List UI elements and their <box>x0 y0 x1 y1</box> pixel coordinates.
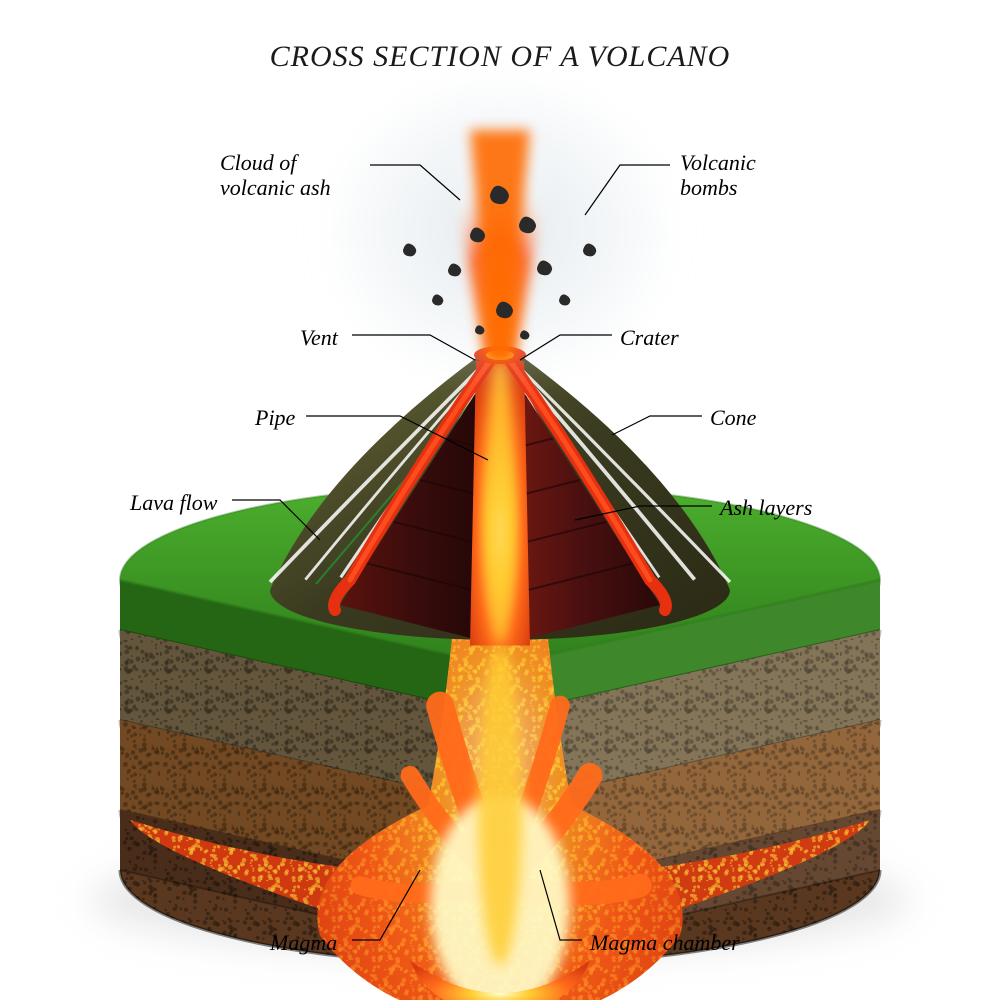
label-crater: Crater <box>620 325 679 350</box>
diagram-stage: CROSS SECTION OF A VOLCANO Cloud of volc… <box>0 0 1000 1000</box>
label-vent: Vent <box>300 325 338 350</box>
label-cone: Cone <box>710 405 756 430</box>
label-lava-flow: Lava flow <box>130 490 217 515</box>
label-ash-layers: Ash layers <box>720 495 812 520</box>
label-magma-chamber: Magma chamber <box>590 930 740 955</box>
label-pipe: Pipe <box>255 405 295 430</box>
label-cloud-of-volcanic-ash: Cloud of volcanic ash <box>220 150 331 201</box>
label-volcanic-bombs: Volcanic bombs <box>680 150 756 201</box>
label-magma: Magma <box>270 930 337 955</box>
